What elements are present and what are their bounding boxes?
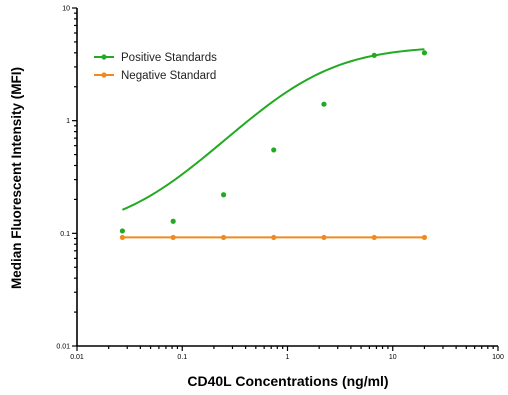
series-positive [119, 48, 428, 234]
x-axis-title: CD40L Concentrations (ng/ml) [187, 373, 388, 389]
data-point [119, 228, 126, 234]
y-tick-label: 1 [66, 118, 70, 125]
legend-label-negative: Negative Standard [121, 70, 216, 82]
legend-marker-positive [101, 54, 107, 60]
data-point [371, 52, 377, 58]
data-point [271, 234, 277, 241]
tick-marks [72, 7, 499, 351]
y-axis-title: Median Fluorescent Intensity (MFI) [9, 67, 24, 289]
data-point [321, 101, 327, 107]
data-point [220, 234, 227, 241]
y-tick-label: 0.01 [56, 344, 70, 351]
x-tick-label: 10 [389, 354, 397, 361]
data-point [170, 218, 176, 224]
legend-item-positive: Positive Standards [94, 52, 217, 64]
legend-item-negative: Negative Standard [94, 70, 216, 82]
data-point [421, 50, 428, 56]
data-point [119, 234, 126, 241]
x-tick-label: 100 [492, 354, 504, 361]
x-tick-label: 1 [286, 354, 290, 361]
data-point [170, 234, 176, 241]
legend-label-positive: Positive Standards [121, 52, 217, 64]
x-tick-label: 0.01 [70, 354, 84, 361]
legend: Positive Standards Negative Standard [94, 52, 217, 82]
x-tick-label: 0.1 [177, 354, 187, 361]
data-point [371, 234, 377, 241]
series-layer [119, 48, 428, 241]
data-point [220, 192, 227, 198]
y-tick-label: 10 [62, 6, 70, 13]
data-point [321, 234, 327, 241]
series-negative [119, 234, 428, 241]
data-point [271, 147, 277, 153]
data-point [421, 234, 428, 241]
legend-marker-negative [101, 72, 107, 78]
y-tick-label: 0.1 [60, 231, 70, 238]
